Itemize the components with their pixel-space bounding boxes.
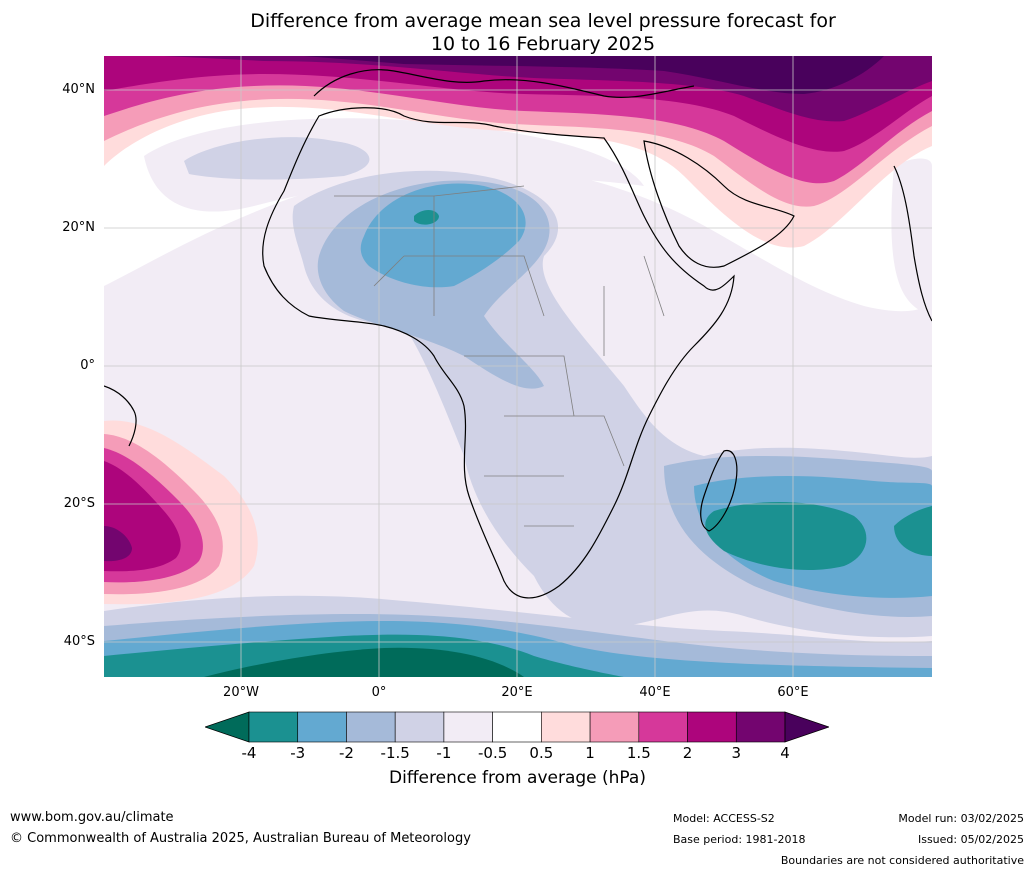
lat-label-40s: 40°S [63, 634, 95, 649]
africa-coastline [262, 107, 735, 599]
anomaly-band-minus-3-east [705, 501, 867, 571]
colorbar-cell [735, 711, 786, 743]
arabia-coastline [643, 140, 795, 268]
colorbar-extend-high [784, 711, 829, 743]
colorbar-tick-label: -4 [241, 744, 257, 762]
colorbar-cell [346, 711, 396, 743]
anomaly-band-minus-1-north [184, 137, 370, 180]
anomaly-band-minus-3-nw [414, 210, 439, 225]
colorbar [205, 711, 829, 743]
colorbar-tick-label: -0.5 [477, 744, 508, 762]
anomaly-band-minus-4-south [204, 647, 524, 677]
anomaly-band-plus-4-north [304, 56, 884, 94]
colorbar-tick-label: 1 [585, 744, 595, 762]
footer-base-period: Base period: 1981-2018 [673, 833, 806, 846]
colorbar-cell [589, 711, 640, 743]
colorbar-tick-label: 0.5 [529, 744, 554, 762]
anomaly-band-plus-3-sw [104, 526, 132, 562]
colorbar-tick-label: -1.5 [380, 744, 410, 762]
map-svg [104, 56, 932, 677]
colorbar-tick-label: 2 [682, 744, 693, 762]
colorbar-cell [492, 711, 542, 743]
colorbar-extend-low [205, 711, 250, 743]
footer-issued: Issued: 05/02/2025 [917, 833, 1024, 846]
country-boundaries [334, 185, 665, 527]
colorbar-cell [248, 711, 299, 743]
footer-website[interactable]: www.bom.gov.au/climate [10, 810, 174, 825]
footer-model-run: Model run: 03/02/2025 [898, 812, 1024, 825]
colorbar-tick-label: 3 [731, 744, 742, 762]
lat-label-20n: 20°N [62, 220, 95, 235]
graticule [104, 56, 932, 677]
colorbar-tick-label: -2 [338, 744, 354, 762]
anomaly-band-minus-2 [360, 183, 526, 288]
chart-title: Difference from average mean sea level p… [0, 10, 1035, 56]
lon-label-0: 0° [371, 685, 387, 700]
footer-boundaries-note: Boundaries are not considered authoritat… [780, 854, 1024, 867]
colorbar-tick-label: -1 [436, 744, 452, 762]
lon-label-40e: 40°E [639, 685, 671, 700]
madagascar-coastline [700, 450, 738, 532]
anomaly-band-minus-3-far-east [894, 506, 932, 556]
lon-label-60e: 60°E [777, 685, 809, 700]
lon-label-20e: 20°E [501, 685, 533, 700]
footer-model: Model: ACCESS-S2 [673, 812, 775, 825]
colorbar-cell [687, 711, 737, 743]
colorbar-cell [443, 711, 493, 743]
title-line-2: 10 to 16 February 2025 [430, 33, 656, 55]
europe-coastline [313, 69, 695, 98]
lat-label-40n: 40°N [62, 82, 95, 97]
pressure-anomaly-map [104, 56, 932, 677]
colorbar-cell [394, 711, 445, 743]
colorbar-tick-label: 1.5 [626, 744, 651, 762]
colorbar-tick-label: -3 [290, 744, 306, 762]
coastlines [104, 69, 932, 599]
india-coastline [893, 165, 932, 322]
colorbar-tick-label: 4 [780, 744, 790, 762]
colorbar-cell [297, 711, 347, 743]
colorbar-label: Difference from average (hPa) [389, 768, 646, 788]
lat-label-equator: 0° [80, 358, 95, 373]
title-line-1: Difference from average mean sea level p… [250, 10, 836, 32]
lon-label-20w: 20°W [223, 685, 259, 700]
colorbar-cell [541, 711, 591, 743]
footer-copyright: © Commonwealth of Australia 2025, Austra… [10, 831, 471, 846]
colorbar-cell [638, 711, 688, 743]
lat-label-20s: 20°S [63, 496, 95, 511]
south-america-coastline [104, 385, 137, 447]
